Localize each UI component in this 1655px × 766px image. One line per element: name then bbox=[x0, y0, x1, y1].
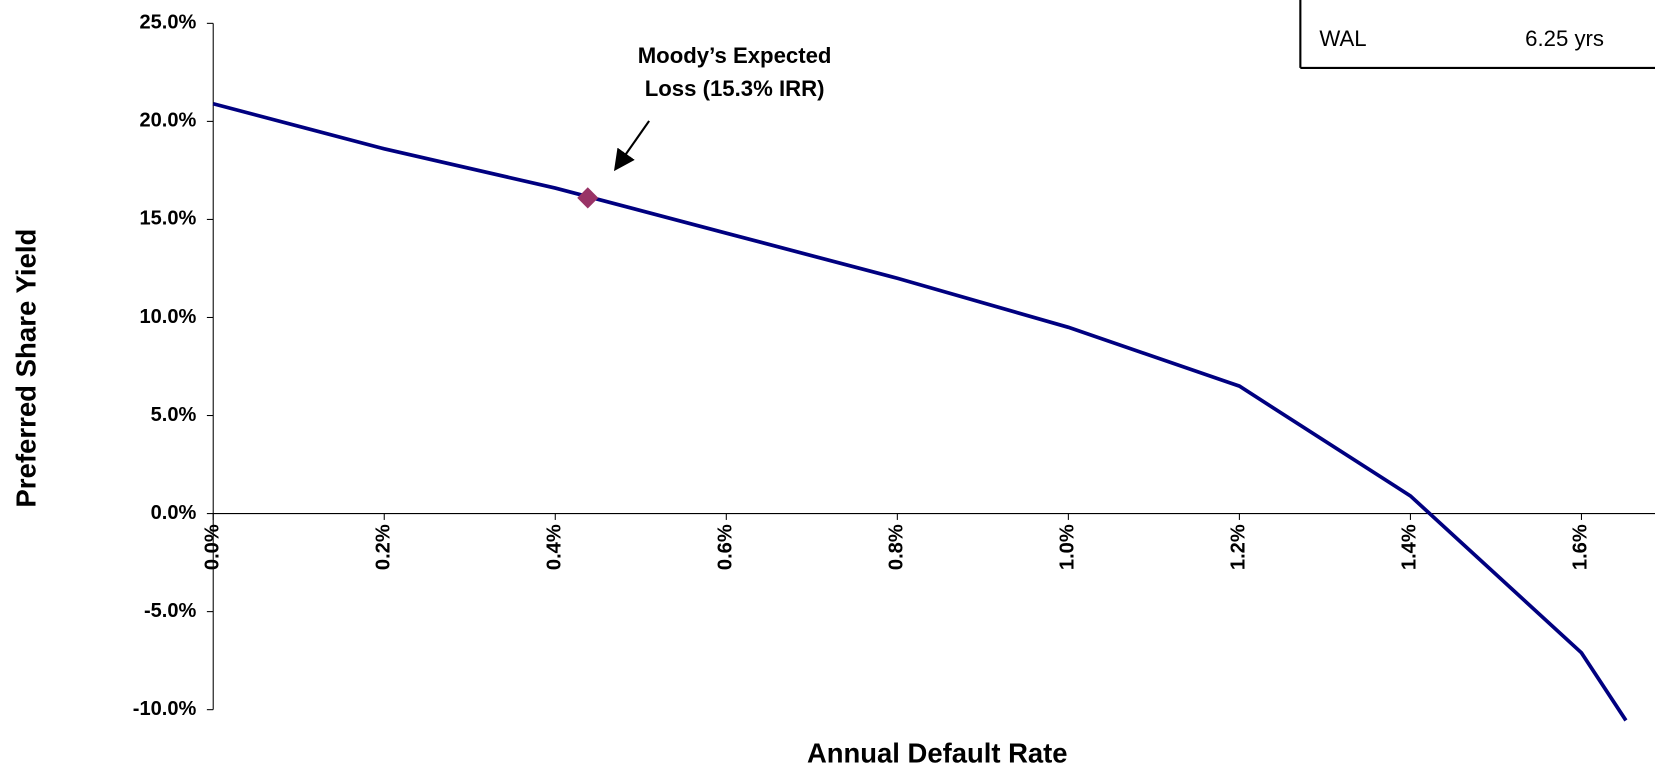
x-axis-title: Annual Default Rate bbox=[807, 738, 1068, 766]
x-tick-label: 1.2% bbox=[1228, 524, 1250, 570]
y-tick-label: 5.0% bbox=[151, 404, 197, 426]
y-tick-label: -10.0% bbox=[133, 698, 197, 720]
table-cell: WAL bbox=[1319, 26, 1366, 51]
table-cell: 6.25 yrs bbox=[1525, 26, 1604, 51]
x-tick-label: 0.8% bbox=[886, 524, 908, 570]
y-tick-label: 10.0% bbox=[139, 306, 196, 328]
annotation: Moody’s Expected bbox=[638, 43, 832, 68]
y-tick-label: 15.0% bbox=[139, 208, 196, 230]
y-tick-label: 25.0% bbox=[139, 12, 196, 34]
y-tick-label: 0.0% bbox=[151, 502, 197, 524]
annotation-arrow bbox=[613, 120, 650, 172]
x-tick-label: 0.4% bbox=[544, 524, 566, 570]
x-tick-label: 0.0% bbox=[202, 524, 224, 570]
y-tick-label: -5.0% bbox=[144, 600, 196, 622]
x-tick-label: 1.4% bbox=[1399, 524, 1421, 570]
x-tick-label: 0.6% bbox=[715, 524, 737, 570]
y-tick-label: 20.0% bbox=[139, 110, 196, 132]
x-tick-label: 1.0% bbox=[1057, 524, 1079, 570]
marker-point bbox=[577, 187, 599, 209]
x-tick-label: 0.2% bbox=[373, 524, 395, 570]
annotation: Loss (15.3% IRR) bbox=[645, 76, 825, 101]
y-axis-title: Preferred Share Yield bbox=[11, 229, 42, 508]
x-tick-label: 1.6% bbox=[1570, 524, 1592, 570]
data-line bbox=[212, 101, 1628, 722]
